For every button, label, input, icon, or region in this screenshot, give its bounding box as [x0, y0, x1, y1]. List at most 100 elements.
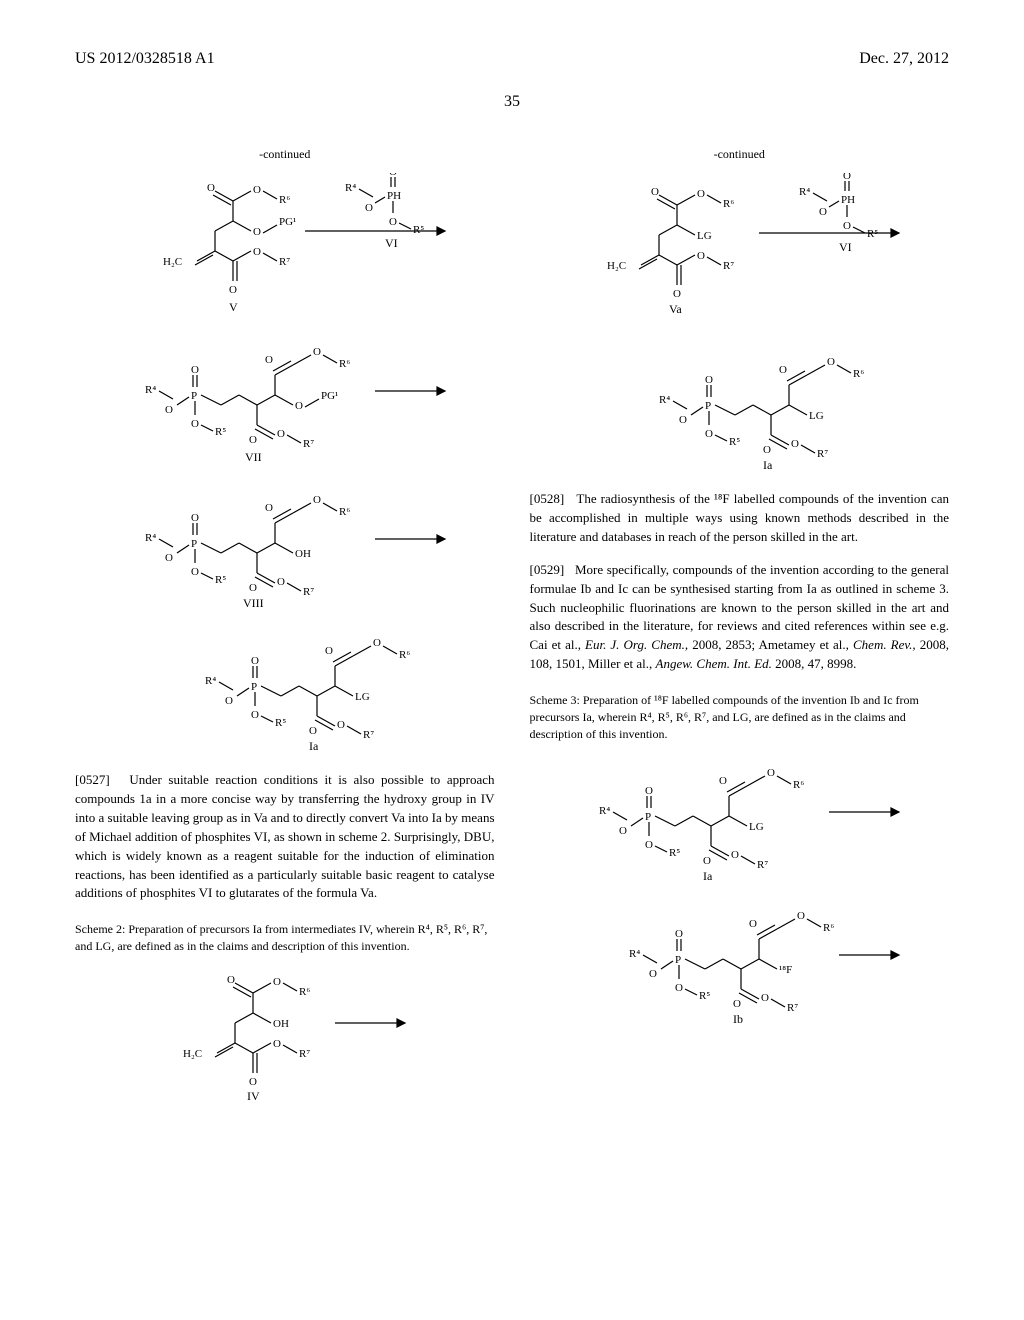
- svg-text:O: O: [389, 216, 397, 228]
- svg-text:O: O: [843, 173, 851, 182]
- svg-text:LG: LG: [809, 410, 824, 422]
- svg-text:O: O: [619, 825, 627, 837]
- svg-text:R⁴: R⁴: [629, 948, 640, 960]
- svg-text:Ia: Ia: [703, 869, 713, 883]
- svg-text:R⁷: R⁷: [817, 448, 828, 460]
- svg-text:P: P: [251, 681, 257, 693]
- svg-text:O: O: [675, 928, 683, 940]
- svg-text:PH: PH: [841, 194, 855, 206]
- svg-text:H₂C: H₂C: [163, 256, 182, 268]
- svg-text:O: O: [309, 725, 317, 737]
- svg-text:O: O: [265, 502, 273, 514]
- svg-text:O: O: [313, 346, 321, 358]
- svg-text:O: O: [273, 1038, 281, 1050]
- svg-text:R⁴: R⁴: [345, 182, 356, 194]
- svg-text:Ia: Ia: [309, 739, 319, 753]
- svg-text:IV: IV: [247, 1089, 260, 1103]
- svg-text:LG: LG: [749, 821, 764, 833]
- svg-text:R⁵: R⁵: [413, 224, 424, 236]
- svg-text:O: O: [249, 582, 257, 594]
- svg-text:LG: LG: [697, 230, 712, 242]
- svg-text:O: O: [191, 512, 199, 524]
- svg-text:O: O: [703, 855, 711, 867]
- chem-structure-Ib: R⁴ O P O O R⁵: [530, 895, 950, 1030]
- svg-text:H₂C: H₂C: [607, 260, 626, 272]
- svg-text:R⁵: R⁵: [699, 990, 710, 1002]
- svg-text:¹⁸F: ¹⁸F: [779, 964, 792, 976]
- svg-text:O: O: [719, 775, 727, 787]
- svg-text:R⁶: R⁶: [339, 358, 350, 370]
- svg-text:Va: Va: [669, 302, 682, 316]
- svg-text:O: O: [253, 246, 261, 258]
- svg-text:O: O: [325, 645, 333, 657]
- chem-structure-Ia-left: R⁴ O P O O R⁵: [75, 622, 495, 757]
- svg-text:O: O: [191, 566, 199, 578]
- ref-1: Eur. J. Org. Chem.,: [585, 637, 688, 652]
- svg-text:O: O: [733, 998, 741, 1010]
- svg-text:R⁵: R⁵: [729, 436, 740, 448]
- patent-number: US 2012/0328518 A1: [75, 50, 215, 68]
- svg-text:R⁶: R⁶: [299, 986, 310, 998]
- svg-text:O: O: [249, 1076, 257, 1088]
- svg-text:O: O: [191, 364, 199, 376]
- svg-text:R⁵: R⁵: [275, 717, 286, 729]
- svg-text:Ia: Ia: [763, 458, 773, 472]
- svg-text:O: O: [675, 982, 683, 994]
- svg-text:R⁶: R⁶: [339, 506, 350, 518]
- ref-3: Angew. Chem. Int. Ed.: [656, 656, 772, 671]
- svg-text:R⁴: R⁴: [205, 675, 216, 687]
- chem-structure-VIII: R⁴ O P O O R⁵: [75, 479, 495, 614]
- svg-text:O: O: [749, 918, 757, 930]
- svg-text:O: O: [277, 428, 285, 440]
- paragraph-0529: [0529] More specifically, compounds of t…: [530, 561, 950, 674]
- svg-text:O: O: [679, 414, 687, 426]
- svg-text:R⁶: R⁶: [279, 194, 290, 206]
- svg-text:O: O: [827, 356, 835, 368]
- svg-text:R⁵: R⁵: [215, 574, 226, 586]
- svg-text:R⁷: R⁷: [303, 438, 314, 450]
- ref-2: Chem. Rev.,: [853, 637, 916, 652]
- svg-text:R⁶: R⁶: [793, 779, 804, 791]
- svg-text:R⁴: R⁴: [799, 186, 810, 198]
- para-text: The radiosynthesis of the ¹⁸F labelled c…: [530, 491, 950, 544]
- para-number: [0529]: [530, 562, 565, 577]
- svg-text:LG: LG: [355, 691, 370, 703]
- chem-structure-IV: O O R⁶ OH O R⁷ O: [75, 965, 495, 1105]
- svg-text:O: O: [277, 576, 285, 588]
- svg-text:P: P: [705, 400, 711, 412]
- left-column: -continued O R⁶ O O: [75, 146, 495, 1113]
- svg-text:O: O: [295, 400, 303, 412]
- chem-structure-VII: R⁴ O P O O R⁵: [75, 331, 495, 471]
- para-number: [0528]: [530, 491, 565, 506]
- svg-text:O: O: [253, 184, 261, 196]
- svg-text:O: O: [697, 250, 705, 262]
- continued-label-left: -continued: [75, 146, 495, 163]
- svg-text:R⁶: R⁶: [853, 368, 864, 380]
- svg-text:O: O: [251, 655, 259, 667]
- svg-text:R⁷: R⁷: [279, 256, 290, 268]
- svg-text:R⁷: R⁷: [299, 1048, 310, 1060]
- svg-text:O: O: [731, 849, 739, 861]
- svg-text:R⁷: R⁷: [787, 1002, 798, 1014]
- right-column: -continued O O R⁶ LG: [530, 146, 950, 1113]
- svg-text:O: O: [389, 173, 397, 178]
- svg-text:VII: VII: [245, 450, 262, 464]
- chem-structure-V-VI: O R⁶ O O PG¹ O R⁷: [75, 173, 495, 323]
- para-text: Under suitable reaction conditions it is…: [75, 772, 495, 900]
- scheme-2-caption: Scheme 2: Preparation of precursors Ia f…: [75, 921, 495, 955]
- page-number: 35: [75, 93, 949, 111]
- svg-text:PH: PH: [387, 190, 401, 202]
- svg-text:R⁷: R⁷: [363, 729, 374, 741]
- svg-text:P: P: [645, 811, 651, 823]
- para-number: [0527]: [75, 772, 110, 787]
- svg-text:V: V: [229, 300, 238, 314]
- svg-text:VI: VI: [839, 240, 852, 254]
- two-column-layout: -continued O R⁶ O O: [75, 146, 949, 1113]
- svg-text:O: O: [705, 428, 713, 440]
- svg-text:O: O: [645, 839, 653, 851]
- svg-text:VI: VI: [385, 236, 398, 250]
- svg-text:O: O: [763, 444, 771, 456]
- svg-text:VIII: VIII: [243, 596, 264, 610]
- svg-text:O: O: [253, 226, 261, 238]
- svg-text:O: O: [207, 182, 215, 194]
